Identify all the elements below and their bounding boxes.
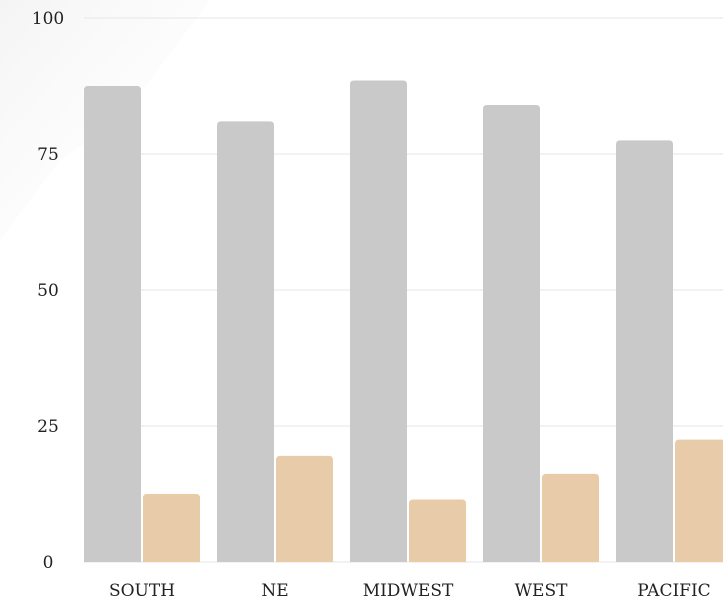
bar-ne-series-2 (276, 455, 333, 562)
x-category-label: PACIFIC (637, 581, 710, 601)
bar-south-series-1 (84, 86, 141, 562)
x-category-label: MIDWEST (363, 581, 454, 601)
bar-west-series-1 (483, 105, 540, 562)
x-category-label: SOUTH (109, 581, 175, 601)
bars (84, 80, 723, 563)
bar-west-series-2 (542, 473, 599, 562)
x-category-label: WEST (515, 581, 569, 601)
y-tick-label: 75 (37, 145, 59, 165)
y-tick-label: 25 (37, 417, 59, 437)
y-tick-label: 100 (32, 9, 64, 29)
bar-pacific-series-1 (616, 140, 673, 562)
y-tick-label: 50 (37, 281, 59, 301)
y-axis-ticks: 0 25 50 75 100 (32, 9, 64, 573)
bar-pacific-series-2 (675, 439, 723, 562)
bar-midwest-series-1 (350, 80, 407, 562)
bar-south-series-2 (143, 494, 200, 562)
x-axis-labels: SOUTH NE MIDWEST WEST PACIFIC (109, 581, 711, 601)
bar-midwest-series-2 (409, 499, 466, 562)
y-tick-label: 0 (43, 553, 54, 573)
bar-ne-series-1 (217, 121, 274, 563)
x-category-label: NE (261, 581, 288, 601)
